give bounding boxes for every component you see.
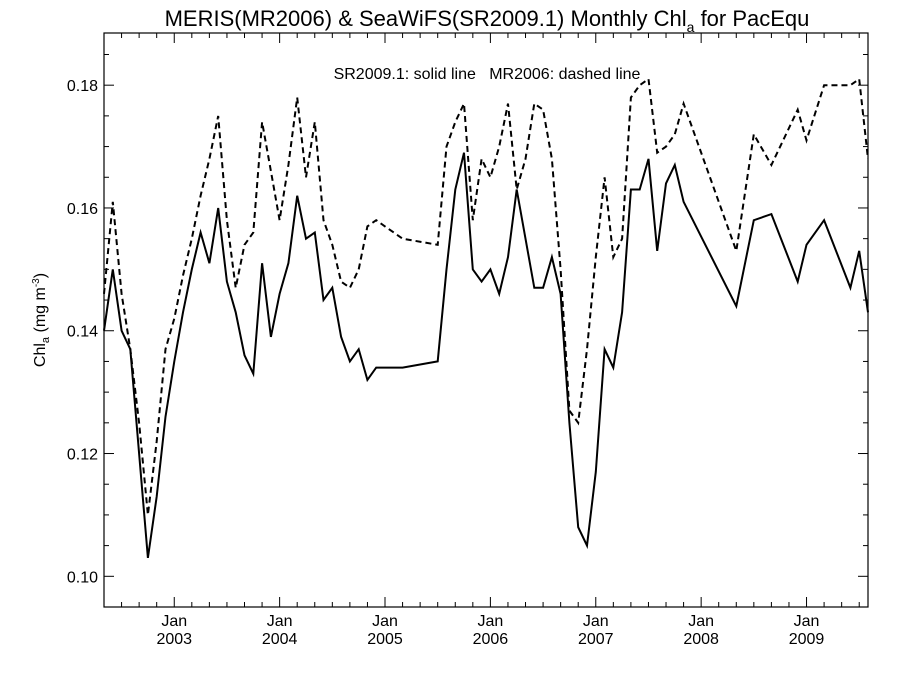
x-tick-label-year: 2003 — [156, 631, 192, 648]
x-tick-label-year: 2009 — [789, 631, 825, 648]
x-tick-label-year: 2005 — [367, 631, 403, 648]
y-tick-label: 0.16 — [67, 201, 98, 218]
chart-title: MERIS(MR2006) & SeaWiFS(SR2009.1) Monthl… — [165, 6, 810, 35]
y-axis-label-main: Chl — [32, 343, 49, 367]
x-tick-label-year: 2004 — [262, 631, 298, 648]
chart-title-tail: for PacEqu — [694, 6, 809, 31]
series-line-mr2006 — [103, 77, 869, 516]
plot-frame — [103, 32, 869, 608]
chart-title-main: MERIS(MR2006) & SeaWiFS(SR2009.1) Monthl… — [165, 6, 687, 31]
x-tick-label-month: Jan — [794, 613, 820, 630]
y-tick-label: 0.12 — [67, 447, 98, 464]
y-tick-label: 0.18 — [67, 78, 98, 95]
y-axis-label-superscript: -3 — [31, 278, 42, 287]
y-axis-label-close: ) — [32, 273, 49, 278]
series-line-sr2009-1 — [103, 152, 869, 559]
y-axis-label-subscript: a — [40, 336, 52, 343]
plot-border — [103, 32, 869, 608]
x-tick-label-year: 2007 — [578, 631, 614, 648]
y-axis: 0.10 0.12 0.14 0.16 0.18 — [67, 53, 868, 608]
y-axis-label: Chla (mg m-3) — [31, 273, 52, 367]
series-layer — [103, 77, 869, 559]
x-axis: Jan2003Jan2004Jan2005Jan2006Jan2007Jan20… — [103, 33, 860, 648]
x-tick-label-month: Jan — [688, 613, 714, 630]
x-tick-label-month: Jan — [161, 613, 187, 630]
x-tick-label-month: Jan — [372, 613, 398, 630]
y-tick-label: 0.14 — [67, 324, 98, 341]
y-axis-label-unit: (mg m — [32, 287, 49, 337]
x-tick-label-month: Jan — [267, 613, 293, 630]
x-tick-label-month: Jan — [477, 613, 503, 630]
x-tick-label-year: 2008 — [683, 631, 719, 648]
chart-title-subscript: a — [687, 19, 695, 35]
x-tick-label-month: Jan — [583, 613, 609, 630]
legend-text: SR2009.1: solid line MR2006: dashed line — [334, 66, 641, 83]
y-tick-label: 0.10 — [67, 569, 98, 586]
x-tick-label-year: 2006 — [473, 631, 509, 648]
